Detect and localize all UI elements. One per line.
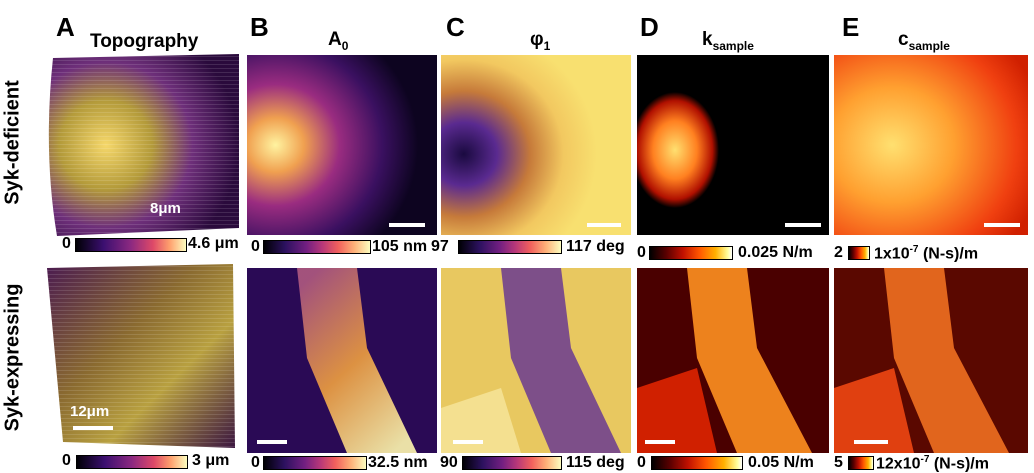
image-stiffness-syk-expressing xyxy=(637,268,829,453)
row-label-syk-expressing: Syk-expressing xyxy=(1,283,24,431)
image-topography-syk-deficient xyxy=(43,52,243,238)
colorbar-max-bottom-d: 0.05 N/m xyxy=(748,454,814,471)
colorbar-min-top-d: 0 xyxy=(637,244,646,261)
panel-letter-c: C xyxy=(446,12,465,42)
colorbar-min-bottom-c: 90 xyxy=(440,454,458,471)
colorbar-top-a xyxy=(75,238,187,252)
panel-letter-e: E xyxy=(842,12,860,42)
colorbar-min-bottom-e: 5 xyxy=(834,454,843,471)
row-label-syk-deficient: Syk-deficient xyxy=(1,79,24,205)
panel-title-phase: φ1 xyxy=(530,29,551,53)
scalebar-top-a xyxy=(193,230,235,234)
colorbar-bottom-d xyxy=(651,456,743,470)
panel-letter-a: A xyxy=(56,12,75,42)
colorbar-min-top-e: 2 xyxy=(834,244,843,261)
image-phase-syk-expressing xyxy=(441,268,631,453)
image-phase-syk-deficient xyxy=(441,55,631,235)
image-topography-syk-expressing xyxy=(43,262,243,450)
image-damping-syk-expressing xyxy=(834,268,1028,453)
image-amplitude-syk-deficient xyxy=(247,55,437,235)
colorbar-top-d xyxy=(649,246,733,260)
colorbar-max-bottom-b: 32.5 nm xyxy=(368,454,428,471)
colorbar-max-bottom-e: 12x10-7 (N-s)/m xyxy=(876,454,989,473)
colorbar-bottom-c xyxy=(462,456,562,470)
colorbar-max-top-a: 4.6 μm xyxy=(188,235,239,252)
panel-letter-b: B xyxy=(250,12,269,42)
colorbar-min-bottom-d: 0 xyxy=(637,454,646,471)
colorbar-min-top-b: 0 xyxy=(251,238,260,255)
colorbar-max-top-d: 0.025 N/m xyxy=(738,244,813,261)
panel-title-damping: csample xyxy=(898,29,950,53)
scalebar-label-top-a: 8μm xyxy=(150,200,181,217)
colorbar-max-bottom-c: 115 deg xyxy=(566,454,625,471)
colorbar-min-top-c: 97 xyxy=(431,238,449,255)
colorbar-max-top-e: 1x10-7 (N-s)/m xyxy=(874,244,979,263)
colorbar-top-c xyxy=(458,240,562,254)
colorbar-max-top-b: 105 nm xyxy=(372,238,428,255)
colorbar-min-bottom-a: 0 xyxy=(62,452,71,469)
scalebar-label-bottom-a: 12μm xyxy=(70,403,110,420)
panel-letter-d: D xyxy=(640,12,659,42)
colorbar-top-b xyxy=(263,240,371,254)
colorbar-bottom-b xyxy=(263,456,367,470)
colorbar-max-bottom-a: 3 μm xyxy=(192,452,230,469)
colorbar-bottom-a xyxy=(76,455,188,469)
panel-title-topography: Topography xyxy=(90,31,199,52)
panel-title-stiffness: ksample xyxy=(702,29,754,53)
colorbar-top-e xyxy=(848,246,870,260)
colorbar-min-top-a: 0 xyxy=(62,235,71,252)
colorbar-min-bottom-b: 0 xyxy=(251,454,260,471)
image-amplitude-syk-expressing xyxy=(247,268,437,453)
panel-title-amplitude: A0 xyxy=(328,29,349,53)
image-stiffness-syk-deficient xyxy=(637,55,829,235)
colorbar-bottom-e xyxy=(848,456,874,470)
colorbar-max-top-c: 117 deg xyxy=(566,238,625,255)
image-damping-syk-deficient xyxy=(834,55,1028,235)
